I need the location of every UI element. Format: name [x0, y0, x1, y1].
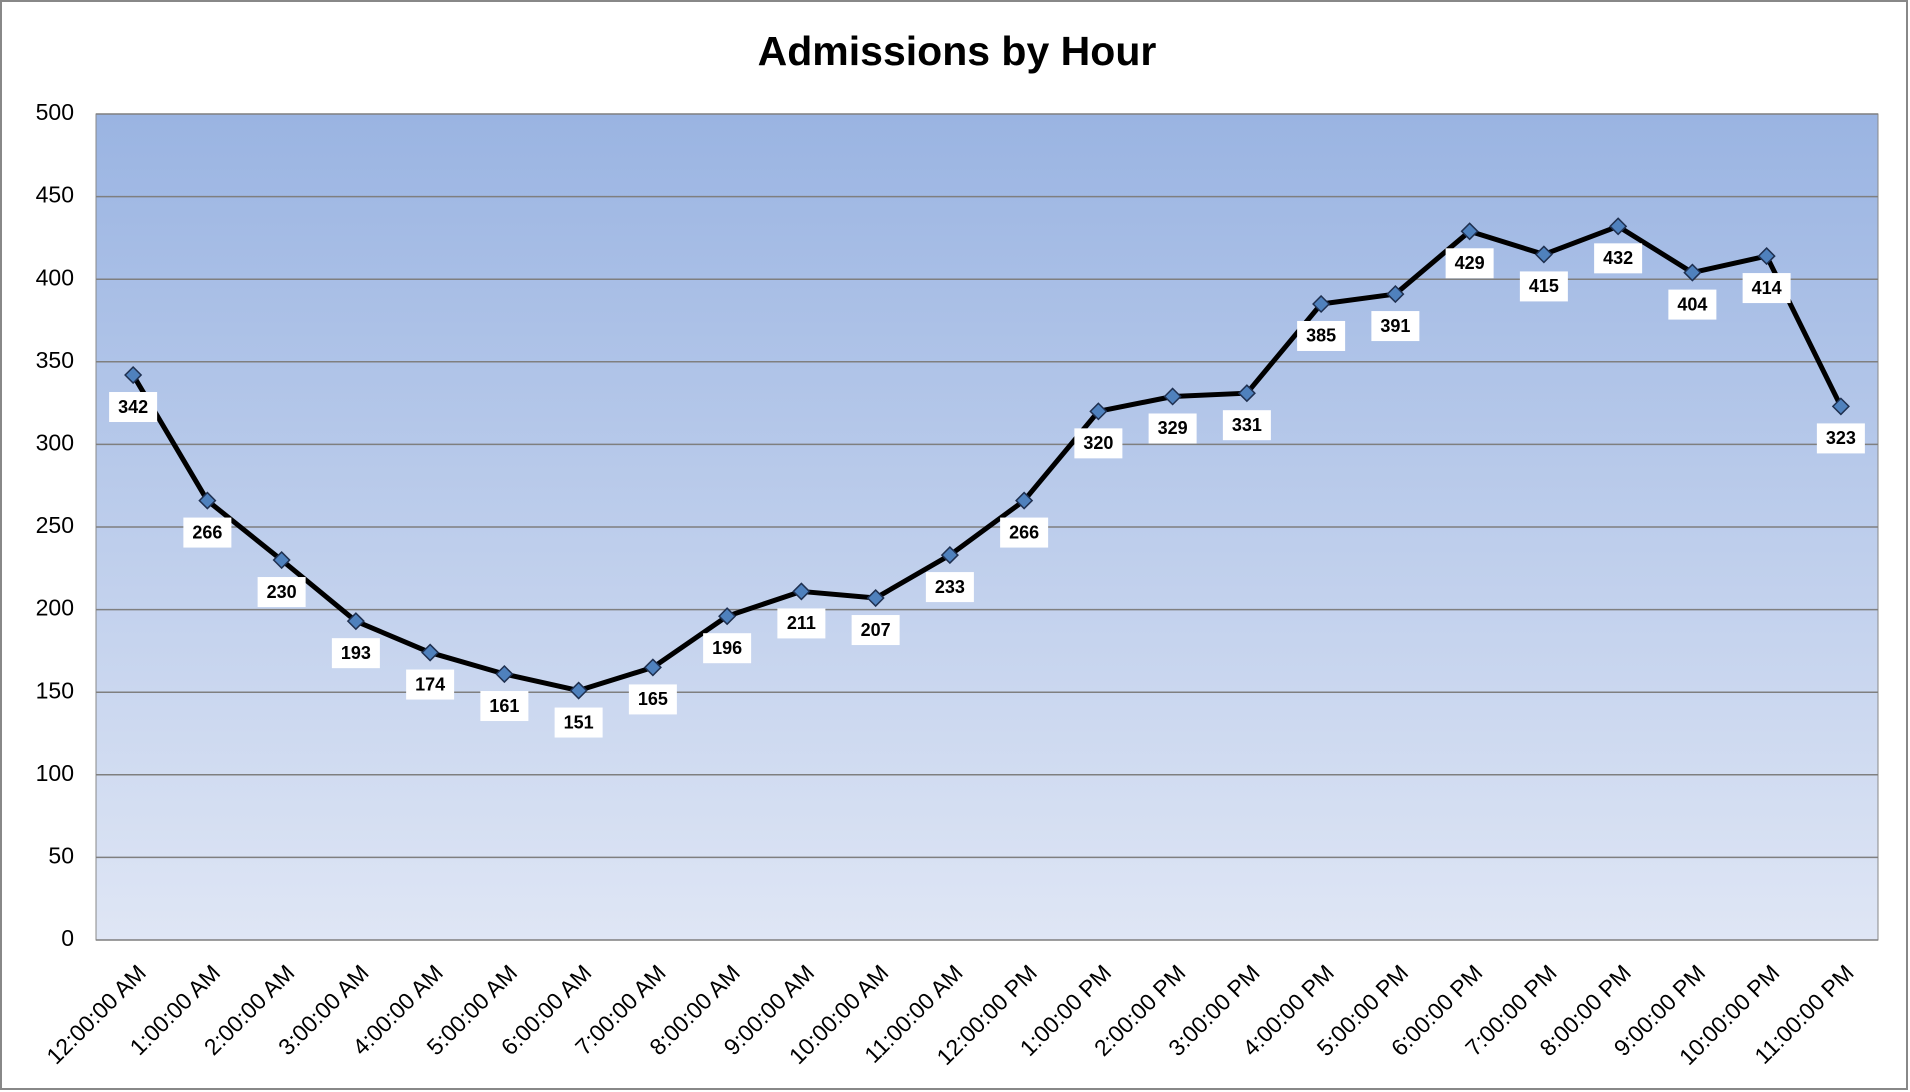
- y-tick-label: 500: [36, 99, 74, 125]
- data-label-box: [1816, 423, 1865, 454]
- data-label-box: [554, 707, 603, 738]
- marker: [643, 658, 662, 677]
- data-label: 193: [341, 643, 371, 663]
- data-label-box: [1742, 273, 1791, 304]
- y-tick-label: 400: [36, 264, 74, 290]
- y-tick-label: 100: [36, 760, 74, 786]
- data-label: 391: [1380, 316, 1410, 336]
- marker: [346, 612, 365, 631]
- y-tick-label: 150: [36, 677, 74, 703]
- marker: [1237, 384, 1256, 403]
- marker: [792, 582, 811, 601]
- marker: [1534, 245, 1553, 264]
- marker: [1015, 491, 1034, 510]
- marker: [866, 588, 885, 608]
- data-label: 211: [787, 613, 816, 633]
- data-label: 385: [1306, 326, 1336, 346]
- data-label-box: [777, 608, 826, 639]
- data-label-box: [1519, 271, 1568, 302]
- data-label: 429: [1455, 253, 1485, 273]
- data-label-box: [925, 572, 974, 603]
- data-label: 165: [638, 689, 668, 709]
- data-label-box: [1074, 428, 1123, 459]
- y-tick-label: 0: [61, 925, 74, 951]
- data-label: 207: [861, 620, 891, 640]
- data-label-box: [1594, 243, 1643, 274]
- data-label-box: [851, 615, 900, 646]
- marker: [124, 365, 143, 385]
- marker: [421, 643, 440, 662]
- y-tick-label: 200: [36, 595, 74, 621]
- data-label-box: [1222, 410, 1271, 441]
- y-tick-label: 300: [36, 429, 74, 455]
- data-label: 196: [712, 638, 742, 658]
- data-label-box: [1371, 311, 1420, 342]
- marker: [1757, 247, 1776, 266]
- marker: [569, 681, 588, 700]
- marker: [1089, 402, 1108, 421]
- y-tick-label: 350: [36, 347, 74, 373]
- chart-title: Admissions by Hour: [758, 28, 1157, 74]
- data-label-box: [1000, 517, 1049, 548]
- data-label: 266: [1009, 522, 1039, 542]
- data-label: 432: [1603, 248, 1633, 268]
- y-tick-label: 50: [48, 842, 74, 868]
- data-label: 151: [564, 712, 594, 732]
- marker: [198, 491, 217, 510]
- data-label-box: [1445, 248, 1494, 279]
- data-label: 161: [489, 696, 519, 716]
- data-label: 404: [1677, 294, 1707, 314]
- data-label: 329: [1158, 418, 1188, 438]
- data-label: 323: [1826, 428, 1856, 448]
- y-tick-label: 250: [36, 512, 74, 538]
- marker: [1609, 217, 1628, 236]
- data-label-box: [331, 638, 380, 669]
- line: [130, 223, 1844, 694]
- data-label-box: [703, 633, 752, 664]
- data-label-box: [406, 669, 455, 700]
- data-label: 174: [415, 674, 445, 694]
- marker: [1386, 285, 1405, 304]
- data-label: 415: [1529, 276, 1559, 296]
- data-label: 331: [1232, 415, 1262, 435]
- marker: [1683, 263, 1702, 282]
- marker: [495, 664, 514, 684]
- data-label-box: [1148, 413, 1197, 444]
- data-label: 266: [192, 522, 222, 542]
- data-label-box: [257, 577, 306, 608]
- data-label: 414: [1752, 278, 1782, 298]
- data-label: 320: [1083, 433, 1113, 453]
- marker: [718, 607, 737, 626]
- marker: [272, 550, 291, 570]
- data-label-box: [1668, 289, 1717, 320]
- data-label-box: [628, 684, 677, 715]
- data-label-box: [109, 392, 158, 423]
- data-label-box: [1297, 320, 1346, 351]
- marker: [1460, 222, 1479, 241]
- data-label: 342: [118, 397, 148, 417]
- marker: [1163, 387, 1182, 406]
- data-label: 233: [935, 577, 965, 597]
- data-label-box: [183, 517, 232, 548]
- y-tick-label: 450: [36, 182, 74, 208]
- marker: [940, 546, 959, 565]
- data-label: 230: [267, 582, 297, 602]
- data-label-box: [480, 691, 529, 722]
- marker: [1831, 397, 1850, 416]
- marker: [1312, 294, 1331, 314]
